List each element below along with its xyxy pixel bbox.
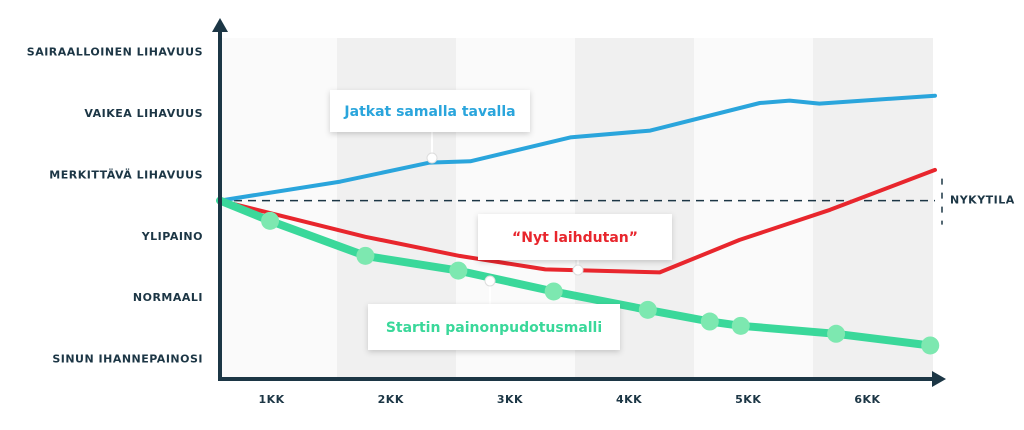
series-marker bbox=[827, 324, 846, 343]
legend-callout: Startin painonpudotusmalli bbox=[368, 275, 620, 350]
series-marker bbox=[731, 316, 750, 335]
y-tick-label: YLIPAINO bbox=[141, 230, 203, 243]
series-line bbox=[218, 93, 937, 203]
series-line bbox=[218, 167, 937, 275]
x-tick-label: 5KK bbox=[735, 393, 761, 406]
callout-dot bbox=[572, 264, 584, 276]
legend-callout: “Nyt laihdutan” bbox=[478, 214, 672, 276]
reference-label: NYKYTILA bbox=[950, 194, 1015, 207]
axes bbox=[212, 18, 946, 387]
series-line bbox=[216, 196, 935, 350]
legend-label: Startin painonpudotusmalli bbox=[386, 320, 602, 336]
legend-label: Jatkat samalla tavalla bbox=[343, 104, 515, 120]
series-marker bbox=[638, 300, 657, 319]
callout-box bbox=[368, 304, 620, 350]
series-marker bbox=[261, 211, 280, 230]
y-tick-label: VAIKEA LIHAVUUS bbox=[84, 107, 203, 120]
callout-box bbox=[478, 214, 672, 260]
callout-dot bbox=[484, 275, 496, 287]
callout-box bbox=[330, 90, 530, 132]
y-tick-label: MERKITTÄVÄ LIHAVUUS bbox=[49, 167, 203, 181]
callout-dot bbox=[426, 152, 438, 164]
series-marker bbox=[356, 246, 375, 265]
x-tick-label: 1KK bbox=[258, 393, 284, 406]
series-marker bbox=[921, 336, 940, 355]
y-tick-label: SINUN IHANNEPAINOSI bbox=[52, 353, 203, 366]
y-tick-label: NORMAALI bbox=[133, 291, 203, 304]
legend-label: “Nyt laihdutan” bbox=[512, 230, 638, 246]
x-tick-label: 4KK bbox=[616, 393, 642, 406]
legend-callout: Jatkat samalla tavalla bbox=[330, 90, 530, 164]
x-tick-label: 3KK bbox=[497, 393, 523, 406]
x-tick-label: 6KK bbox=[854, 393, 880, 406]
series-marker bbox=[700, 312, 719, 331]
y-tick-label: SAIRAALLOINEN LIHAVUUS bbox=[27, 46, 203, 59]
series-marker bbox=[449, 261, 468, 280]
x-tick-label: 2KK bbox=[378, 393, 404, 406]
series-marker bbox=[544, 282, 563, 301]
